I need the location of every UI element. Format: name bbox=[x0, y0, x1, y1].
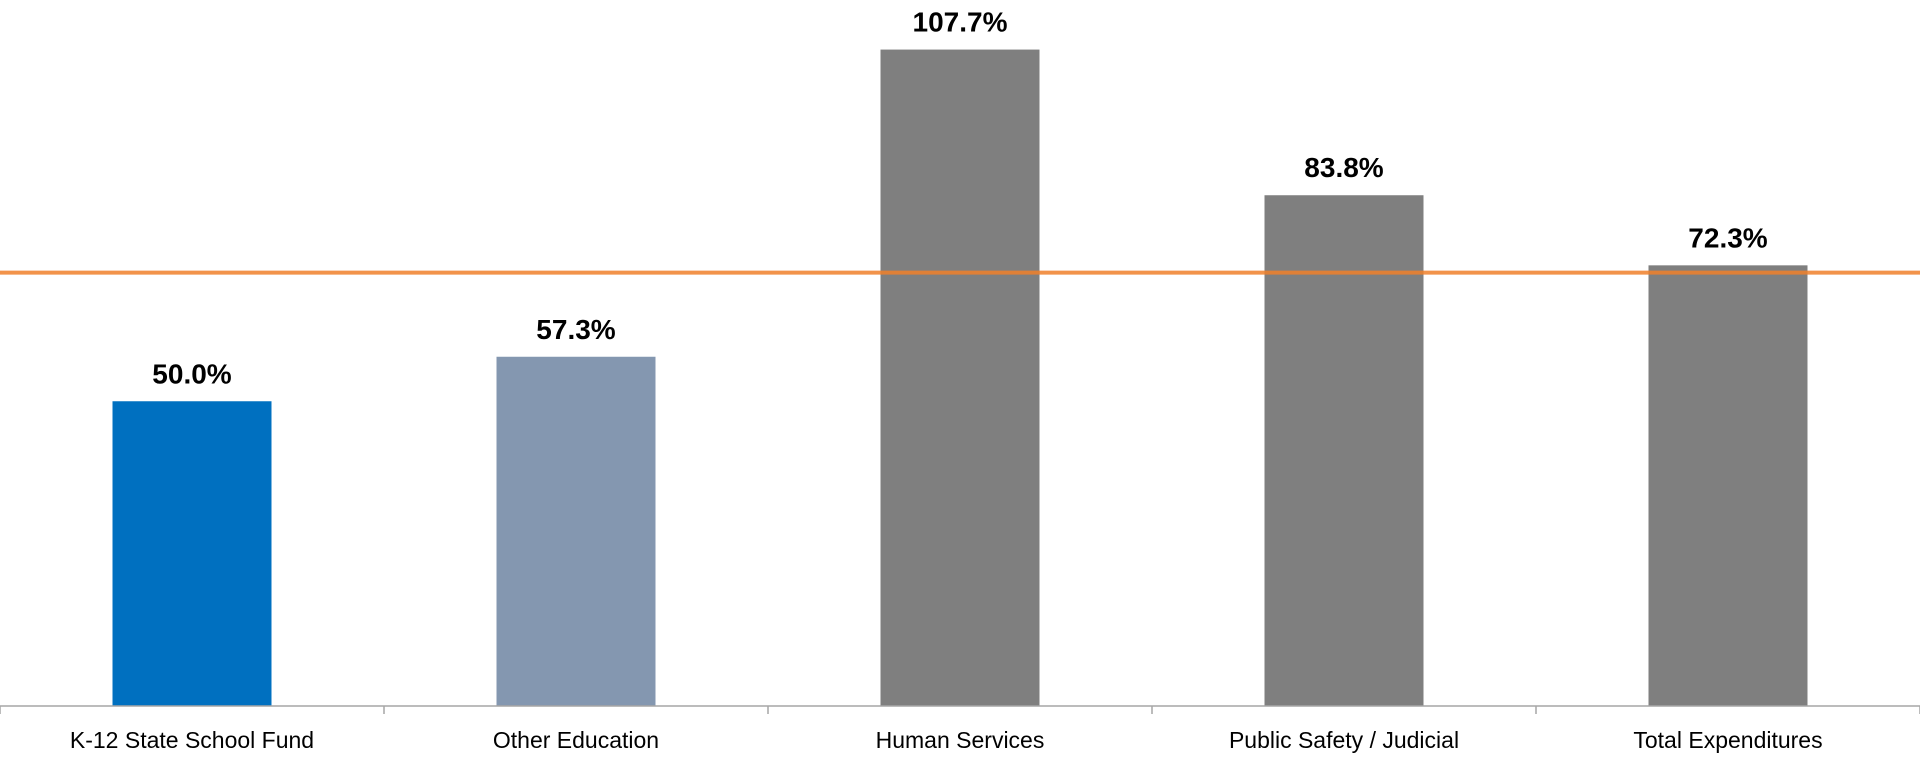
data-label-human-services: 107.7% bbox=[913, 7, 1008, 38]
data-label-total-expenditures: 72.3% bbox=[1688, 222, 1767, 253]
category-label-public-safety-judicial: Public Safety / Judicial bbox=[1229, 727, 1459, 753]
category-label-total-expenditures: Total Expenditures bbox=[1633, 727, 1822, 753]
category-label-other-education: Other Education bbox=[493, 727, 659, 753]
bar-total-expenditures bbox=[1648, 265, 1808, 706]
bar-public-safety-judicial bbox=[1264, 195, 1424, 706]
data-label-other-education: 57.3% bbox=[536, 314, 615, 345]
data-label-public-safety-judicial: 83.8% bbox=[1304, 152, 1383, 183]
bars-layer bbox=[112, 49, 1808, 707]
data-label-k-12-state-school-fund: 50.0% bbox=[152, 358, 231, 389]
labels-layer: 50.0% K-12 State School Fund 57.3% Other Ed… bbox=[70, 7, 1823, 753]
category-label-human-services: Human Services bbox=[876, 727, 1045, 753]
category-label-k-12-state-school-fund: K-12 State School Fund bbox=[70, 727, 314, 753]
x-axis bbox=[0, 705, 1920, 714]
bar-other-education bbox=[496, 356, 656, 706]
bar-k-12-state-school-fund bbox=[112, 401, 272, 706]
bar-human-services bbox=[880, 49, 1040, 707]
